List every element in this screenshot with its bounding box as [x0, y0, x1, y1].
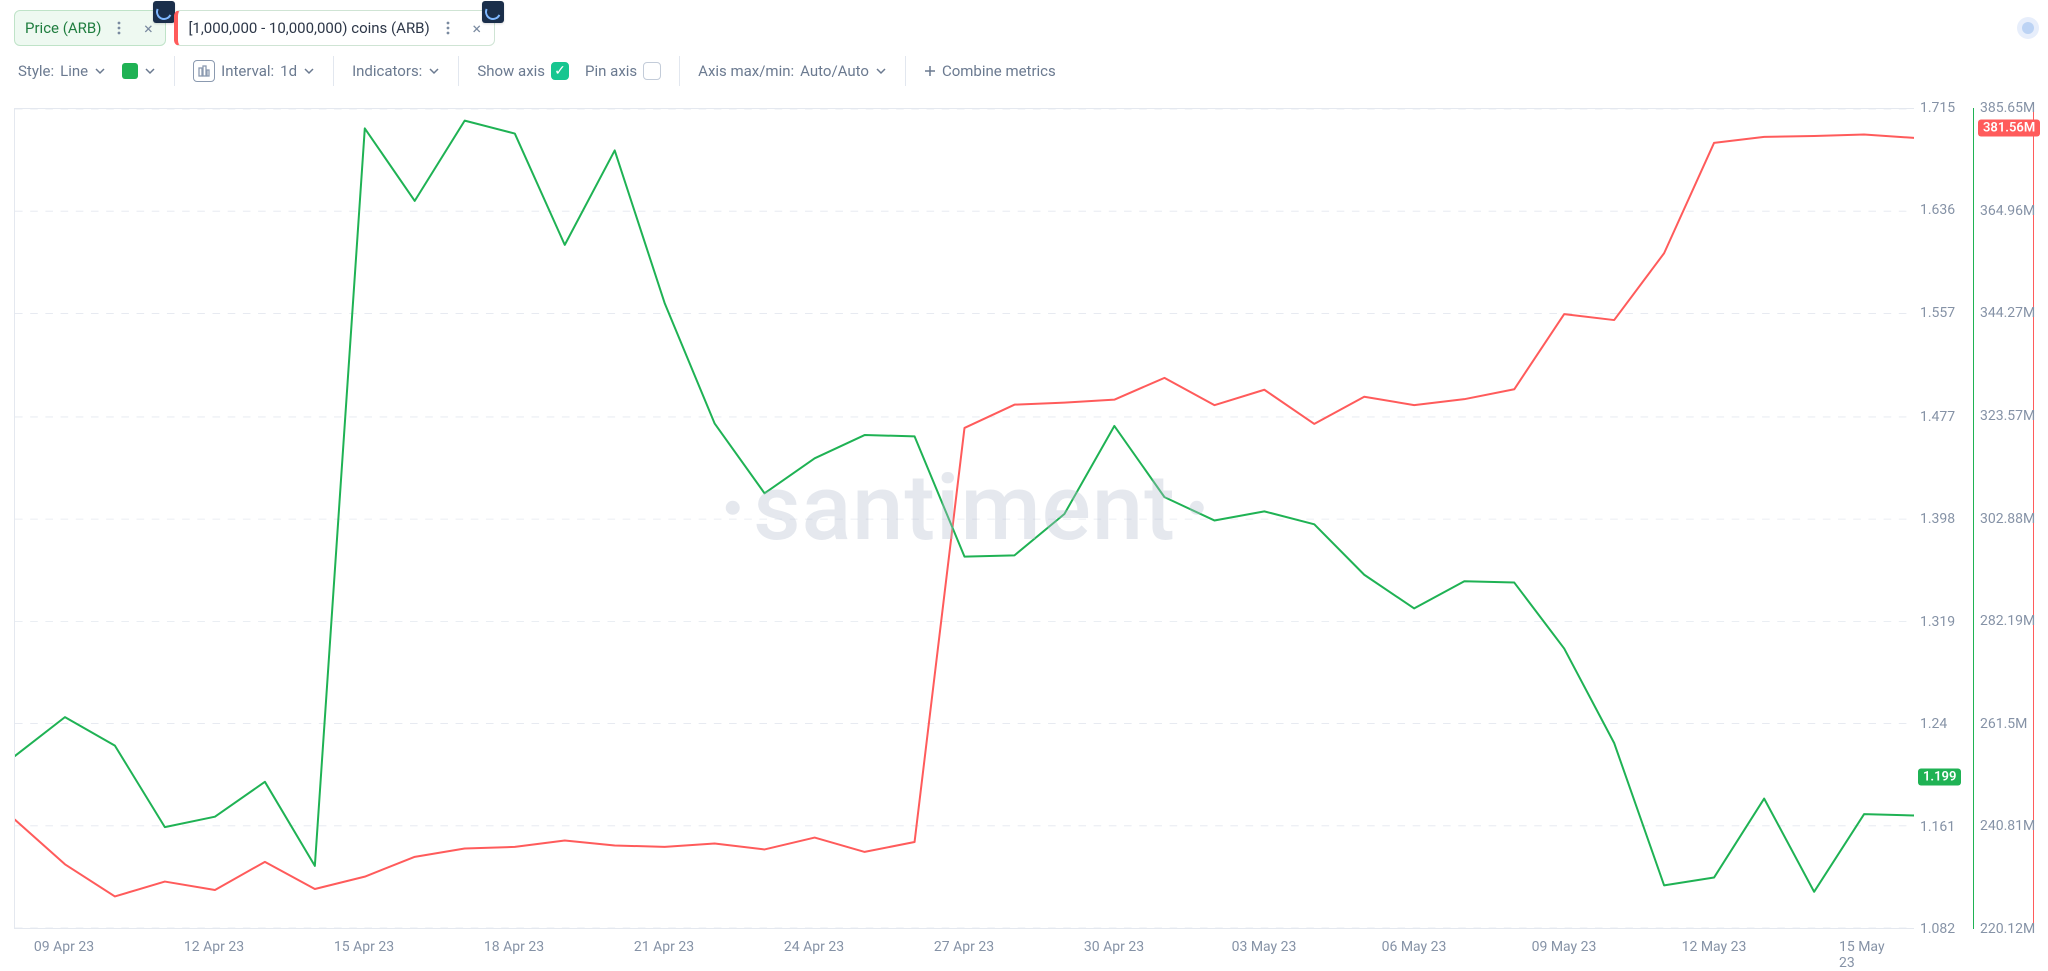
style-select[interactable]: Style: Line [14, 56, 110, 86]
connection-status-icon [2022, 22, 2034, 34]
interval-icon [193, 60, 215, 82]
x-tick-label: 27 Apr 23 [934, 939, 994, 955]
x-tick-label: 15 May 23 [1839, 939, 1889, 971]
metric-label: [1,000,000 - 10,000,000) coins (ARB) [188, 19, 429, 37]
x-tick-label: 24 Apr 23 [784, 939, 844, 955]
series-color-select[interactable] [118, 56, 160, 86]
pin-axis-label: Pin axis [585, 62, 637, 80]
current-value-badge: 1.199 [1918, 769, 1961, 786]
x-tick-label: 09 Apr 23 [34, 939, 94, 955]
x-tick-label: 15 Apr 23 [334, 939, 394, 955]
metric-menu-icon[interactable] [438, 16, 458, 40]
metric-chip-coins[interactable]: [1,000,000 - 10,000,000) coins (ARB) × [174, 10, 494, 46]
y-tick-label: 1.082 [1920, 921, 1955, 937]
combine-metrics-button[interactable]: Combine metrics [920, 56, 1060, 86]
metric-menu-icon[interactable] [109, 16, 129, 40]
checkbox-checked-icon: ✓ [551, 62, 569, 80]
chevron-down-icon [94, 65, 106, 77]
plus-icon [924, 65, 936, 77]
style-value: Line [60, 62, 88, 80]
chart-svg [15, 109, 1914, 928]
show-axis-toggle[interactable]: Show axis ✓ [473, 56, 573, 86]
checkbox-empty-icon [643, 62, 661, 80]
axis-minmax-select[interactable]: Axis max/min: Auto/Auto [694, 56, 891, 86]
y-axis-coins: 385.65M364.96M344.27M323.57M302.88M282.1… [1974, 108, 2034, 929]
metric-chip-price[interactable]: Price (ARB) × [14, 10, 166, 46]
chevron-down-icon [303, 65, 315, 77]
x-tick-label: 03 May 23 [1232, 939, 1297, 955]
separator [333, 56, 334, 86]
y-tick-label: 323.57M [1980, 408, 2035, 424]
pin-axis-toggle[interactable]: Pin axis [581, 56, 665, 86]
x-tick-label: 30 Apr 23 [1084, 939, 1144, 955]
x-tick-label: 12 May 23 [1682, 939, 1747, 955]
separator [679, 56, 680, 86]
y-tick-label: 302.88M [1980, 511, 2035, 527]
chevron-down-icon [428, 65, 440, 77]
interval-value: 1d [280, 62, 297, 80]
y-tick-label: 261.5M [1980, 716, 2027, 732]
source-badge-icon [482, 1, 504, 23]
chevron-down-icon [144, 65, 156, 77]
source-badge-icon [153, 1, 175, 23]
style-prefix: Style: [18, 62, 54, 80]
y-tick-label: 344.27M [1980, 305, 2035, 321]
y-axis-price: 1.7151.6361.5571.4771.3981.3191.241.1611… [1914, 108, 1974, 929]
y-tick-label: 385.65M [1980, 100, 2035, 116]
y-tick-label: 1.398 [1920, 511, 1955, 527]
separator [174, 56, 175, 86]
y-tick-label: 1.715 [1920, 100, 1955, 116]
x-axis: 09 Apr 23 12 Apr 23 15 Apr 23 18 Apr 23 21 A… [14, 929, 1914, 961]
current-value-badge: 381.56M [1978, 120, 2040, 137]
axis-minmax-value: Auto/Auto [800, 62, 869, 80]
interval-select[interactable]: Interval: 1d [189, 56, 319, 86]
y-tick-label: 1.319 [1920, 614, 1955, 630]
interval-prefix: Interval: [221, 62, 274, 80]
x-tick-label: 21 Apr 23 [634, 939, 694, 955]
y-tick-label: 1.557 [1920, 305, 1955, 321]
y-tick-label: 1.477 [1920, 409, 1955, 425]
metric-label: Price (ARB) [25, 19, 101, 37]
combine-label: Combine metrics [942, 62, 1056, 80]
color-swatch-icon [122, 63, 138, 79]
y-tick-label: 1.636 [1920, 202, 1955, 218]
show-axis-label: Show axis [477, 62, 545, 80]
chevron-down-icon [875, 65, 887, 77]
chart-area: santiment 09 Apr 23 12 Apr 23 15 Apr 23 18 … [14, 108, 2034, 961]
separator [458, 56, 459, 86]
x-tick-label: 12 Apr 23 [184, 939, 244, 955]
y-tick-label: 1.24 [1920, 716, 1947, 732]
metrics-row: Price (ARB) × [1,000,000 - 10,000,000) c… [14, 10, 2034, 46]
plot-box[interactable]: santiment [14, 108, 1914, 929]
indicators-select[interactable]: Indicators: [348, 56, 444, 86]
separator [905, 56, 906, 86]
x-tick-label: 18 Apr 23 [484, 939, 544, 955]
y-tick-label: 240.81M [1980, 818, 2035, 834]
toolbar-row: Style: Line Interval: 1d Indicators: Sho… [14, 56, 2034, 86]
y-tick-label: 220.12M [1980, 921, 2035, 937]
y-tick-label: 1.161 [1920, 819, 1955, 835]
x-tick-label: 09 May 23 [1532, 939, 1597, 955]
axis-minmax-prefix: Axis max/min: [698, 62, 794, 80]
y-tick-label: 364.96M [1980, 203, 2035, 219]
y-tick-label: 282.19M [1980, 613, 2035, 629]
indicators-label: Indicators: [352, 62, 422, 80]
x-tick-label: 06 May 23 [1382, 939, 1447, 955]
